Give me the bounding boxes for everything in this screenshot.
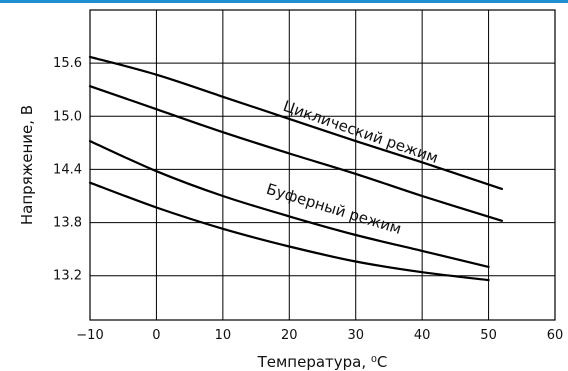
voltage-curve	[88, 55, 503, 190]
x-axis-title: Температура, ⁰С	[257, 353, 388, 371]
x-tick-label: 10	[215, 328, 232, 343]
top-accent-bar	[0, 0, 568, 3]
voltage-curve	[88, 181, 490, 282]
curves	[88, 55, 503, 282]
x-tick-label: 30	[347, 328, 364, 343]
y-tick-label: 15.0	[53, 109, 82, 124]
x-tick-label: 20	[281, 328, 298, 343]
y-tick-label: 14.4	[53, 162, 82, 177]
grid	[90, 10, 555, 320]
x-tick-labels: −10 0 10 20 30 40 50 60	[76, 328, 563, 343]
x-tick-label: 40	[414, 328, 431, 343]
x-tick-label: 0	[152, 328, 160, 343]
plot-frame	[89, 9, 556, 321]
x-tick-label: 50	[480, 328, 497, 343]
y-tick-labels: 13.2 13.8 14.4 15.0 15.6	[53, 56, 82, 284]
x-tick-label: 60	[547, 328, 564, 343]
y-tick-label: 15.6	[53, 56, 82, 71]
voltage-curve	[88, 140, 490, 268]
voltage-curve	[88, 85, 503, 222]
y-tick-label: 13.2	[53, 269, 82, 284]
curve-annotation: Циклический режим	[281, 97, 441, 167]
y-tick-label: 13.8	[53, 216, 82, 231]
y-axis-title: Напряжение, В	[18, 105, 36, 225]
x-tick-label: −10	[76, 328, 103, 343]
